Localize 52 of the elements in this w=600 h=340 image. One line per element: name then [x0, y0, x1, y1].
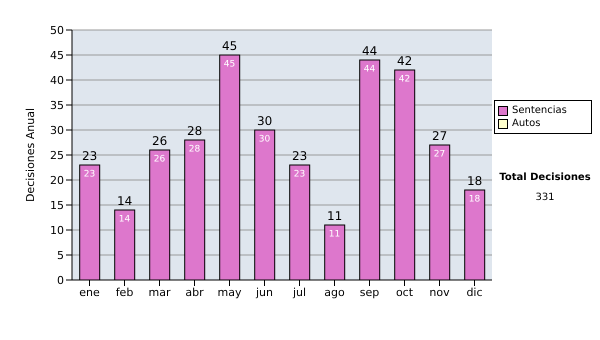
legend-label: Sentencias	[512, 104, 567, 117]
y-tick-label: 15	[50, 198, 64, 212]
data-label: 23	[84, 169, 96, 180]
x-tick-label: jul	[292, 286, 306, 299]
legend-label: Autos	[512, 117, 540, 130]
x-tick-label: sep	[360, 286, 380, 299]
data-label: 26	[154, 154, 166, 164]
x-tick-label: ene	[79, 286, 100, 299]
annotation: 11	[327, 209, 342, 223]
y-tick-label: 50	[50, 24, 64, 37]
data-label: 44	[364, 64, 376, 74]
x-tick-label: nov	[429, 286, 450, 299]
y-tick-label: 5	[57, 248, 64, 262]
data-label: 23	[294, 169, 306, 180]
data-label: 42	[398, 74, 410, 84]
data-label: 14	[118, 214, 130, 224]
annotation: 14	[117, 194, 132, 208]
y-tick-label: 30	[50, 124, 64, 137]
y-tick-label: 20	[50, 174, 64, 187]
y-tick-label: 45	[50, 48, 64, 62]
data-label: 30	[258, 134, 270, 144]
data-label: 45	[224, 59, 236, 70]
annotation: 23	[82, 149, 98, 163]
x-tick-label: abr	[185, 286, 204, 299]
text: 331	[534, 192, 556, 203]
y-tick-label: 40	[50, 74, 64, 87]
data-label: 27	[434, 149, 446, 160]
y-tick-label: 25	[50, 148, 64, 162]
x-tick-label: may	[218, 286, 242, 299]
data-label: 11	[328, 229, 340, 240]
annotation: 27	[432, 129, 448, 143]
y-axis-title: Decisiones Anual	[24, 108, 37, 202]
x-tick-label: mar	[148, 286, 171, 299]
annotation: 44	[362, 44, 378, 58]
data-label: 18	[468, 194, 480, 204]
annotation: 18	[467, 174, 482, 188]
x-tick-label: ago	[324, 286, 345, 299]
x-tick-label: feb	[116, 286, 134, 299]
x-tick-label: oct	[396, 286, 414, 299]
annotation: 30	[257, 114, 272, 128]
data-label: 28	[188, 144, 200, 154]
annotation: 26	[152, 134, 168, 148]
x-tick-label: jun	[255, 286, 274, 299]
text: Total Decisiones	[498, 172, 592, 183]
x-tick-label: dic	[466, 286, 483, 299]
annotation: 42	[397, 54, 412, 68]
y-tick-label: 10	[50, 224, 64, 237]
annotation: 23	[292, 149, 308, 163]
annotation: 28	[187, 124, 202, 138]
annotation: 45	[222, 39, 238, 53]
y-tick-label: 0	[57, 274, 64, 287]
y-tick-label: 35	[50, 98, 64, 112]
